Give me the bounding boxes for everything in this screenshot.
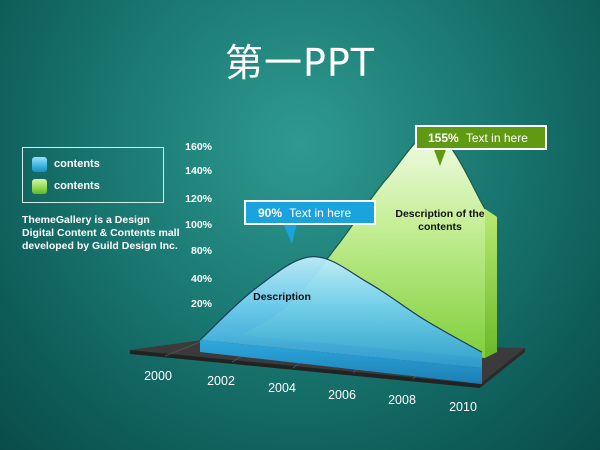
slide-title: 第一PPT [224,41,376,85]
y-tick-label: 140% [185,165,213,177]
legend-swatch-green [32,178,47,194]
x-tick-label: 2010 [449,400,477,414]
series-blue [199,256,483,384]
area-green-side [485,208,497,358]
callout-green: 155% Text in here [415,125,547,166]
svg-text:90% Text in here: 90% Text in here [258,206,352,220]
area-blue [200,256,482,368]
svg-text:155% Text in here: 155% Text in here [428,131,528,145]
area-label-green: Description of the contents [395,208,485,233]
area-label-blue: Description [253,291,311,303]
y-tick-label: 100% [185,219,213,231]
y-tick-label: 40% [191,273,213,285]
description-text: ThemeGallery is a Design Digital Content… [22,214,180,252]
callout-blue-value: 90% [258,206,282,220]
area-label-green-wrap: Description of the contents [395,208,485,233]
legend-item-green: contents [32,178,100,194]
callout-blue-text: Text in here [289,206,351,220]
line-blue [199,256,483,353]
callout-blue: 90% Text in here [244,200,376,244]
x-tick-label: 2006 [328,388,356,402]
y-axis-ticks: 20% 40% 80% 100% 120% 140% 160% [185,141,213,310]
legend-label: contents [54,180,100,192]
area-blue-front [200,340,482,384]
legend: contents contents [22,147,164,203]
x-tick-label: 2004 [268,381,296,395]
y-tick-label: 20% [191,298,213,310]
y-tick-label: 160% [185,141,213,153]
x-tick-label: 2008 [388,393,416,407]
legend-item-blue: contents [32,156,100,172]
x-tick-label: 2000 [144,369,172,383]
x-tick-label: 2002 [207,374,235,388]
callout-green-text: Text in here [466,131,528,145]
legend-swatch-blue [32,156,47,172]
y-tick-label: 120% [185,193,213,205]
x-axis-ticks: 2000 2002 2004 2006 2008 2010 [144,369,477,414]
floor-gridline [164,341,201,357]
y-tick-label: 80% [191,245,213,257]
legend-label: contents [54,158,100,170]
callout-green-value: 155% [428,131,459,145]
